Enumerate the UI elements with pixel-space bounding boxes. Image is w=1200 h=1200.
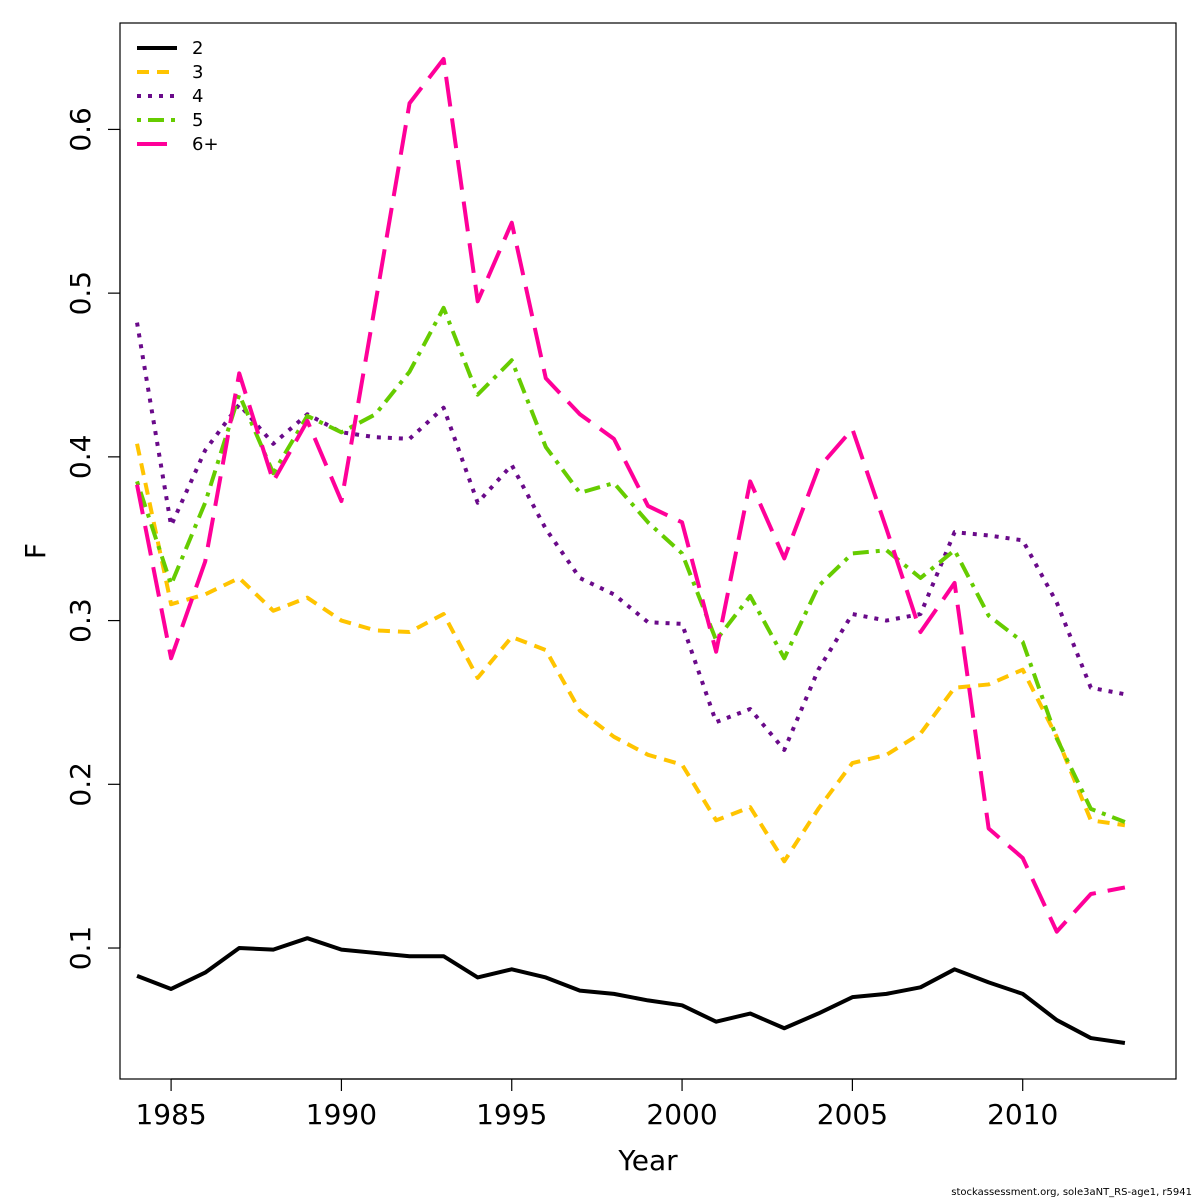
y-tick-label: 0.3 (64, 598, 97, 643)
y-tick-label: 0.2 (64, 762, 97, 807)
series-line-1 (136, 936, 1126, 1045)
legend: 2 3 4 5 6+ (137, 38, 219, 155)
series-line-5 (135, 57, 1126, 934)
legend-label: 3 (192, 62, 203, 83)
x-tick-label: 2005 (817, 1098, 888, 1131)
series-layer (135, 57, 1126, 1045)
legend-label: 5 (192, 110, 203, 131)
series-line-2 (135, 443, 1126, 864)
x-axis: 1985 1990 1995 2000 2005 2010 (135, 1078, 1058, 1131)
legend-label: 4 (192, 86, 203, 107)
y-tick-label: 0.4 (64, 435, 97, 480)
y-tick-label: 0.1 (64, 926, 97, 971)
legend-label: 6+ (192, 134, 219, 155)
x-tick-label: 2000 (646, 1098, 717, 1131)
y-tick-label: 0.6 (64, 107, 97, 152)
y-tick-label: 0.5 (64, 271, 97, 316)
y-axis: 0.1 0.2 0.3 0.4 0.5 0.6 (64, 107, 121, 971)
credit-text: stockassessment.org, sole3aNT_RS-age1, r… (951, 1187, 1192, 1198)
x-tick-label: 1985 (135, 1098, 206, 1131)
legend-label: 2 (192, 38, 203, 59)
y-axis-label: F (19, 543, 52, 559)
x-tick-label: 1990 (306, 1098, 377, 1131)
x-axis-label: Year (617, 1144, 678, 1177)
x-tick-label: 1995 (476, 1098, 547, 1131)
x-tick-label: 2010 (987, 1098, 1058, 1131)
